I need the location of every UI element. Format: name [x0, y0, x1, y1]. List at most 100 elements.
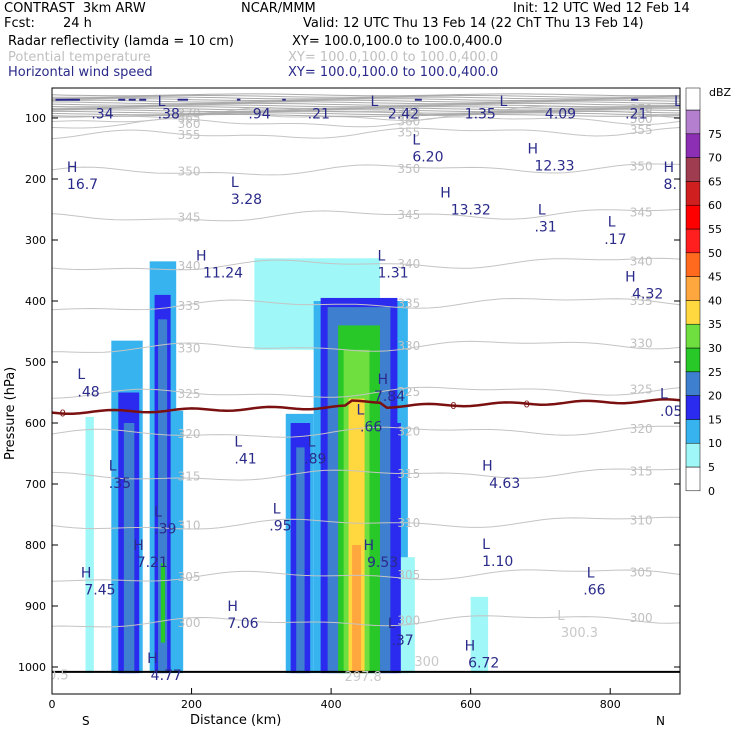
- wind-speed-label: L: [234, 434, 242, 450]
- theta-contour-label: 350: [397, 162, 420, 176]
- theta-contour-upper: [52, 102, 680, 106]
- theta-extremum-label: 300.3: [561, 626, 598, 641]
- wind-speed-label: L: [538, 203, 546, 219]
- wind-speed-label: H: [196, 248, 207, 264]
- wind-speed-label: 13.32: [451, 203, 491, 219]
- x-tick-label: 0: [49, 698, 56, 711]
- theta-contour-upper: [52, 112, 680, 116]
- colorbar-label: 25: [708, 366, 722, 379]
- colorbar-swatch: [685, 371, 701, 396]
- init-time: Init: 12 UTC Wed 12 Feb 14: [513, 1, 690, 16]
- x-axis-south-label: S: [82, 714, 90, 728]
- wind-speed-label: L: [158, 94, 166, 110]
- theta-contour-upper: [52, 93, 680, 97]
- wind-speed-label: 8.7: [664, 177, 686, 193]
- wind-speed-label: L: [388, 616, 396, 632]
- y-tick-label: 600: [25, 417, 46, 430]
- theta-contour: [52, 163, 680, 176]
- theta-contour-upper: [52, 106, 680, 109]
- theta-contour-label: 355: [397, 126, 420, 140]
- wind-speed-label: .48: [77, 384, 99, 400]
- wind-speed-label: H: [465, 639, 476, 655]
- theta-contour: [52, 116, 680, 129]
- theta-contour-upper: [52, 101, 680, 105]
- colorbar-label: 45: [708, 271, 722, 284]
- wind-speed-label: H: [625, 270, 636, 286]
- colorbar-label: 5: [708, 461, 715, 474]
- zero-contour-label: 0: [450, 401, 456, 412]
- reflectivity-cell: [390, 423, 401, 674]
- wind-speed-label: 1.35: [465, 107, 496, 123]
- wind-speed-label: L: [660, 387, 668, 403]
- theta-contour: [52, 127, 680, 140]
- field-xy-reflectivity: XY= 100.0,100.0 to 100.0,400.0: [292, 34, 503, 49]
- theta-contour-label: 315: [397, 467, 420, 481]
- theta-extremum-label: 300: [414, 655, 439, 670]
- wind-speed-label: 6.72: [468, 656, 499, 672]
- colorbar-swatch: [685, 276, 701, 301]
- wind-speed-label: 9.53: [367, 555, 398, 571]
- theta-contour: [52, 257, 680, 271]
- wind-speed-label: L: [308, 434, 316, 450]
- wind-speed-label: H: [133, 538, 144, 554]
- wind-speed-label: .95: [269, 518, 291, 534]
- colorbar-label: 10: [708, 437, 722, 450]
- colorbar-label: 35: [708, 318, 722, 331]
- plot-frame: [51, 87, 681, 695]
- theta-contour-label: 340: [397, 257, 420, 271]
- colorbar-swatch: [685, 181, 701, 206]
- colorbar-swatch: [685, 323, 701, 349]
- wind-speed-label: .21: [308, 107, 330, 123]
- theta-contour-label: 315: [630, 465, 653, 479]
- theta-contour-label: 335: [178, 299, 201, 313]
- colorbar-swatch: [685, 204, 701, 230]
- theta-contour-label: 320: [397, 425, 420, 439]
- colorbar-swatch: [685, 442, 701, 468]
- x-tick-label: 600: [460, 698, 481, 711]
- colorbar-label: 50: [708, 247, 722, 260]
- theta-contour-label: 350: [630, 160, 653, 174]
- theta-contour-upper: [52, 113, 680, 117]
- wind-speed-label: .94: [248, 107, 270, 123]
- colorbar-swatch: [685, 347, 701, 373]
- y-axis-title: Pressure (hPa): [3, 367, 18, 460]
- y-tick-label: 200: [25, 173, 46, 186]
- wind-speed-label: L: [500, 94, 508, 110]
- colorbar-label: 40: [708, 294, 722, 307]
- theta-contour-label: 320: [630, 422, 653, 436]
- colorbar-swatch: [685, 419, 701, 444]
- wind-speed-label: L: [412, 132, 420, 148]
- theta-contour-label: 345: [178, 210, 201, 224]
- colorbar-swatch: [685, 109, 701, 135]
- wind-speed-label: 4.77: [151, 668, 182, 684]
- theta-contour-label: 325: [178, 387, 201, 401]
- zero-dbz-contour: [52, 398, 680, 415]
- theta-contour-upper: [52, 99, 680, 103]
- x-tick-label: 800: [600, 698, 621, 711]
- wind-speed-label: H: [67, 160, 78, 176]
- theta-extremum-label: 297.8: [345, 670, 382, 685]
- zero-contour-label: 0: [59, 408, 65, 419]
- theta-contour: [52, 516, 680, 530]
- theta-contour: [52, 297, 680, 311]
- theta-contour-label: 305: [397, 568, 420, 582]
- theta-contour-upper: [52, 98, 680, 102]
- theta-contour-label: 305: [178, 570, 201, 584]
- wind-speed-label: 3.28: [231, 192, 262, 208]
- colorbar-label: 60: [708, 199, 722, 212]
- x-tick-label: 400: [321, 698, 342, 711]
- theta-contour-label: 300: [178, 616, 201, 630]
- wind-speed-label: H: [81, 565, 92, 581]
- wind-speed-label: 7.45: [84, 583, 115, 599]
- x-axis-north-label: N: [656, 714, 665, 728]
- theta-contour: [52, 340, 680, 353]
- wind-speed-label: 1.10: [482, 554, 513, 570]
- theta-contour: [52, 208, 680, 222]
- wind-speed-label: 12.33: [534, 159, 574, 175]
- wind-speed-label: H: [227, 599, 238, 615]
- wind-speed-label: .35: [109, 476, 131, 492]
- x-axis-title: Distance (km): [190, 713, 281, 728]
- wind-speed-label: 4.32: [632, 287, 663, 303]
- theta-contour-label: 325: [630, 382, 653, 396]
- colorbar-swatch: [685, 157, 701, 182]
